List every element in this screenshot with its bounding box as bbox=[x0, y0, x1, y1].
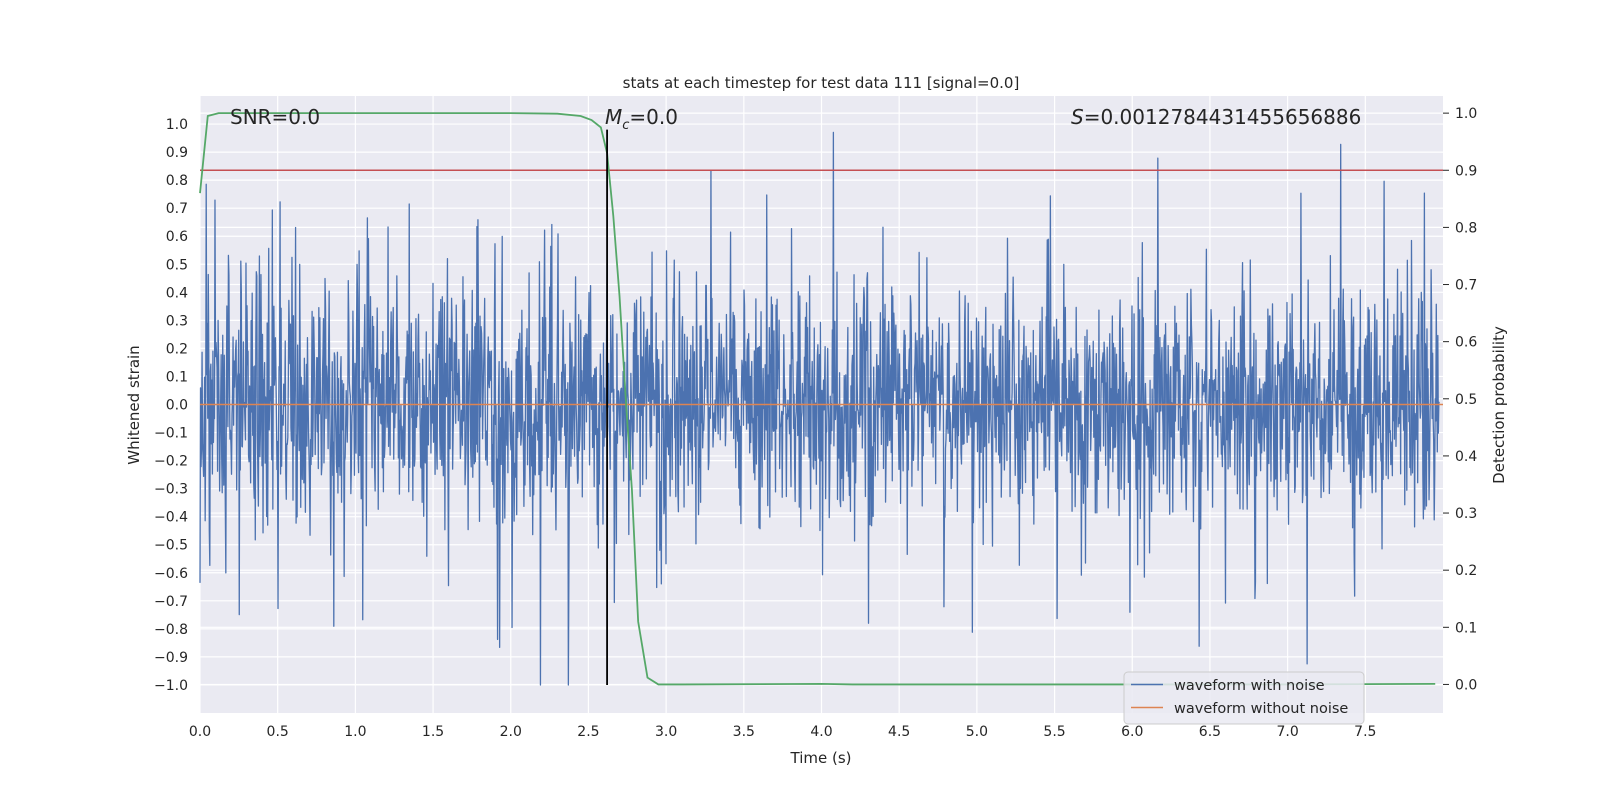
y2-tick-label: 0.8 bbox=[1455, 220, 1477, 236]
y-axis-label: Whitened strain bbox=[125, 345, 143, 464]
y2-tick-label: 0.2 bbox=[1455, 563, 1477, 579]
x-tick-label: 7.5 bbox=[1354, 724, 1376, 740]
y2-tick-label: 0.1 bbox=[1455, 620, 1477, 636]
x-tick-label: 4.5 bbox=[888, 724, 910, 740]
y2-tick-label: 0.3 bbox=[1455, 506, 1477, 522]
y2-tick-label: 0.5 bbox=[1455, 392, 1477, 408]
noisy-waveform-series bbox=[199, 131, 1440, 686]
x-tick-label: 6.0 bbox=[1121, 724, 1143, 740]
y-tick-label: −0.5 bbox=[154, 538, 188, 554]
legend-label-clean: waveform without noise bbox=[1174, 701, 1348, 717]
y-tick-label: 0.8 bbox=[166, 173, 188, 189]
x-tick-label: 2.5 bbox=[577, 724, 599, 740]
y-tick-label: 0.5 bbox=[166, 257, 188, 273]
y-tick-label: 0.3 bbox=[166, 313, 188, 329]
y2-tick-label: 0.4 bbox=[1455, 449, 1477, 465]
chart-title: stats at each timestep for test data 111… bbox=[623, 74, 1020, 92]
x-tick-label: 0.0 bbox=[189, 724, 211, 740]
y-tick-label: −0.7 bbox=[154, 594, 188, 610]
waveform-with-noise-line bbox=[199, 131, 1440, 686]
y-tick-label: 0.9 bbox=[166, 145, 188, 161]
y2-tick-label: 0.0 bbox=[1455, 677, 1477, 693]
y-tick-label: 0.6 bbox=[166, 229, 188, 245]
x-tick-label: 1.5 bbox=[422, 724, 444, 740]
s-statistic-annotation: S=0.0012784431455656886 bbox=[1071, 105, 1361, 129]
x-tick-label: 6.5 bbox=[1199, 724, 1221, 740]
s-value: =0.0012784431455656886 bbox=[1084, 105, 1362, 129]
y-tick-label: −1.0 bbox=[154, 678, 188, 694]
x-axis-label: Time (s) bbox=[790, 749, 852, 767]
y-tick-label: −0.4 bbox=[154, 510, 188, 526]
x-tick-label: 3.5 bbox=[733, 724, 755, 740]
y-tick-label: 0.7 bbox=[166, 201, 188, 217]
y2-tick-label: 0.6 bbox=[1455, 335, 1477, 351]
y-tick-labels: 1.0 0.9 0.8 0.7 0.6 0.5 0.4 0.3 0.2 0.1 0.0 −0.1 −0.… bbox=[154, 117, 188, 694]
overlay-lines bbox=[199, 112, 1443, 686]
x-tick-label: 7.0 bbox=[1276, 724, 1298, 740]
x-tick-label: 3.0 bbox=[655, 724, 677, 740]
x-tick-label: 1.0 bbox=[344, 724, 366, 740]
y-tick-label: 0.2 bbox=[166, 341, 188, 357]
x-tick-label: 5.5 bbox=[1043, 724, 1065, 740]
y-tick-label: 0.4 bbox=[166, 285, 188, 301]
s-symbol: S bbox=[1071, 105, 1084, 129]
x-tick-label: 5.0 bbox=[966, 724, 988, 740]
y-tick-label: −0.2 bbox=[154, 454, 188, 470]
chirp-mass-annotation: Mc=0.0 bbox=[605, 105, 678, 133]
y2-tick-labels: 1.0 0.9 0.8 0.7 0.6 0.5 0.4 0.3 0.2 0.1 0.0 bbox=[1443, 106, 1477, 693]
y-tick-label: −0.1 bbox=[154, 426, 188, 442]
snr-annotation: SNR=0.0 bbox=[230, 105, 320, 129]
y2-tick-label: 1.0 bbox=[1455, 106, 1477, 122]
chirp-mass-value: =0.0 bbox=[629, 105, 678, 129]
legend-label-noisy: waveform with noise bbox=[1174, 678, 1325, 694]
detection-probability-line bbox=[199, 112, 1436, 686]
y-tick-label: −0.9 bbox=[154, 650, 188, 666]
y-tick-label: −0.6 bbox=[154, 566, 188, 582]
y2-tick-label: 0.9 bbox=[1455, 163, 1477, 179]
y2-axis-label: Detection probability bbox=[1490, 326, 1508, 484]
y-tick-label: −0.8 bbox=[154, 622, 188, 638]
y2-tick-label: 0.7 bbox=[1455, 278, 1477, 294]
chirp-mass-symbol: M bbox=[605, 105, 622, 129]
y-tick-label: 0.1 bbox=[166, 369, 188, 385]
x-tick-labels: 0.0 0.5 1.0 1.5 2.0 2.5 3.0 3.5 4.0 4.5 5.0 5.5 6.0 6… bbox=[189, 724, 1377, 740]
legend-box bbox=[1123, 671, 1365, 725]
y-tick-label: 1.0 bbox=[166, 117, 188, 133]
y-tick-label: −0.3 bbox=[154, 482, 188, 498]
x-tick-label: 0.5 bbox=[267, 724, 289, 740]
y-tick-label: 0.0 bbox=[166, 398, 188, 414]
legend: waveform with noise waveform without noi… bbox=[1123, 671, 1365, 725]
x-tick-label: 2.0 bbox=[500, 724, 522, 740]
x-tick-label: 4.0 bbox=[810, 724, 832, 740]
chirp-mass-subscript: c bbox=[622, 118, 629, 133]
